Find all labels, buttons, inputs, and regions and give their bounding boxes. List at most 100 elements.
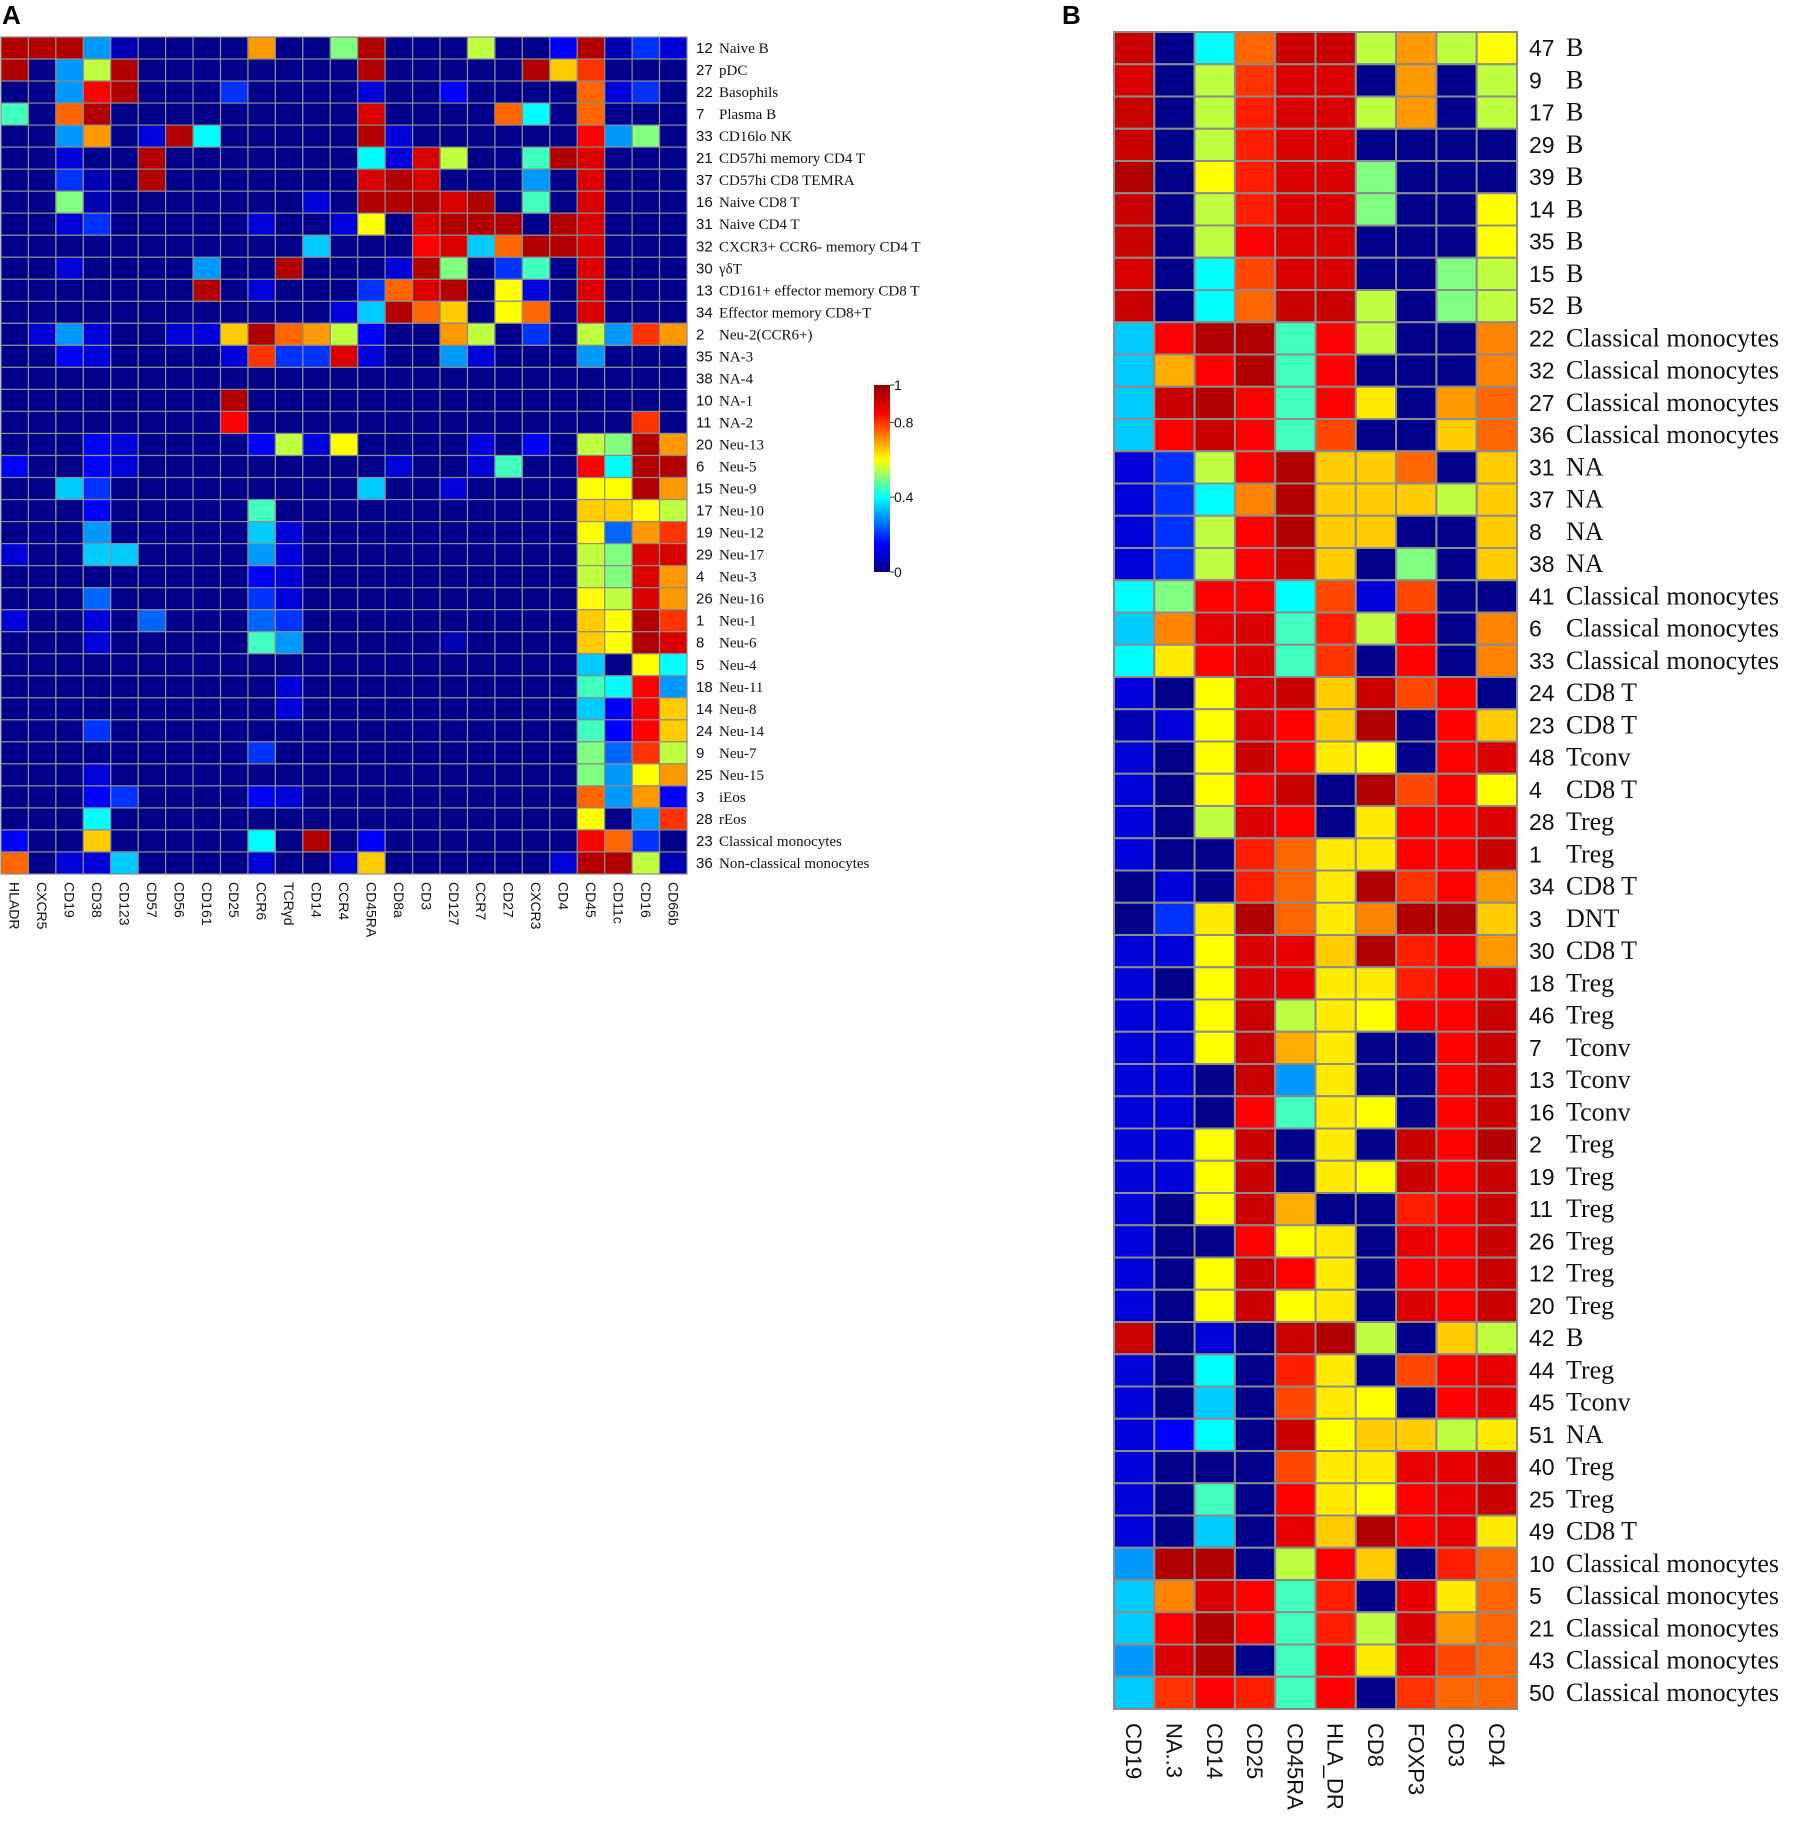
cell-b-18-cd45ra — [1274, 966, 1317, 1001]
cell-a-11-cd45 — [576, 410, 606, 435]
cell-a-17-cd45ra — [357, 498, 386, 523]
cell-a-15-cd56 — [165, 476, 194, 501]
row-cluster-id: 27 — [1529, 390, 1555, 416]
cell-b-39-cd14 — [1193, 160, 1236, 195]
cell-b-48-hla-dr — [1314, 740, 1357, 775]
cell-a-3-cd19 — [55, 785, 84, 809]
row-cluster-id: 37 — [696, 172, 713, 189]
cell-b-24-foxp3 — [1395, 676, 1438, 711]
cell-a-5-ccr4 — [329, 653, 359, 677]
cell-b-36-cd14 — [1193, 418, 1236, 453]
cell-b-11-na-3 — [1153, 1192, 1196, 1227]
column-label-cd38: CD38 — [89, 882, 105, 918]
cell-a-23-cd4 — [549, 829, 578, 853]
cell-a-15-cd127 — [439, 476, 469, 501]
cell-a-24-ccr6 — [247, 719, 277, 743]
cell-b-32-cd4 — [1475, 353, 1518, 388]
cell-b-15-na-3 — [1153, 256, 1196, 291]
column-label-cd45: CD45 — [583, 882, 599, 918]
cell-a-8-cd57 — [137, 631, 167, 655]
cell-b-35-hla-dr — [1314, 224, 1357, 259]
cell-a-14-cd161 — [192, 697, 222, 721]
cell-a-12-cd57 — [137, 36, 167, 60]
cell-a-36-ccr4 — [329, 851, 359, 875]
cell-b-38-hla-dr — [1314, 547, 1357, 582]
cell-a-33-cd45 — [576, 124, 606, 148]
row-label: NA-4 — [719, 371, 754, 387]
cell-a-34-tcr-d — [274, 300, 304, 324]
cell-a-31-cd8a — [384, 212, 414, 236]
cell-a-18-cd16 — [631, 675, 661, 699]
cell-a-38-ccr4 — [329, 366, 359, 391]
cell-a-20-cd16 — [631, 432, 661, 457]
cell-b-24-na-3 — [1153, 676, 1196, 711]
legend-tick-label: 0.8 — [894, 414, 914, 430]
cell-a-32-ccr6 — [247, 234, 277, 258]
cell-b-19-cd8 — [1354, 1159, 1398, 1194]
panel-a-label: A — [2, 0, 21, 30]
cell-a-27-cd66b — [658, 58, 688, 82]
cell-a-27-cd127 — [439, 58, 469, 82]
cell-a-28-cd19 — [55, 807, 84, 831]
cell-b-43-na-3 — [1153, 1643, 1196, 1678]
cell-b-27-cd8 — [1354, 385, 1398, 420]
cell-b-6-hla-dr — [1314, 611, 1357, 646]
cell-b-22-cd45ra — [1274, 321, 1317, 356]
cell-a-30-cd57 — [137, 256, 167, 280]
cell-a-1-cxcr5 — [27, 609, 57, 633]
cell-a-14-cd57 — [137, 697, 167, 721]
cell-a-37-cd38 — [82, 168, 112, 192]
cell-a-26-cd38 — [82, 587, 112, 611]
row-label: Classical monocytes — [1566, 1646, 1779, 1675]
cell-b-18-na-3 — [1153, 966, 1196, 1001]
row-cluster-id: 25 — [696, 767, 713, 784]
cell-a-26-hladr — [0, 587, 30, 611]
cell-b-33-cd4 — [1475, 643, 1518, 678]
cell-a-38-cd16 — [631, 366, 661, 391]
cell-a-10-cd123 — [110, 388, 139, 413]
cell-a-1-cd16 — [631, 609, 661, 633]
cell-b-26-cd45ra — [1274, 1224, 1317, 1259]
cell-b-35-na-3 — [1153, 224, 1196, 259]
cell-a-20-ccr6 — [247, 432, 277, 457]
cell-b-4-cd19 — [1113, 772, 1156, 807]
cell-a-5-cd3 — [412, 653, 441, 677]
cell-a-15-tcr-d — [274, 476, 304, 501]
cell-a-20-cd123 — [110, 432, 139, 457]
cell-b-24-cd4 — [1475, 676, 1518, 711]
cell-a-23-tcr-d — [274, 829, 304, 853]
cell-a-3-cd27 — [494, 785, 523, 809]
cell-b-23-cd14 — [1193, 708, 1236, 743]
cell-a-26-ccr6 — [247, 587, 277, 611]
color-legend: 10.80.40 — [874, 377, 914, 580]
cell-b-52-cd3 — [1435, 289, 1478, 324]
cell-a-19-ccr4 — [329, 520, 359, 545]
cell-a-36-cd27 — [494, 851, 523, 875]
legend-color-bar — [874, 385, 890, 572]
cell-a-31-cd161 — [192, 212, 222, 236]
cell-b-43-foxp3 — [1395, 1643, 1438, 1678]
cell-a-32-cd161 — [192, 234, 222, 258]
row-cluster-id: 14 — [1529, 196, 1555, 222]
cell-a-24-cd25 — [219, 719, 249, 743]
cell-a-19-cd14 — [302, 520, 331, 545]
cell-a-18-cxcr3 — [521, 675, 551, 699]
cell-b-8-cd8 — [1354, 514, 1398, 549]
cell-a-36-cd11c — [604, 851, 633, 875]
cell-b-41-hla-dr — [1314, 579, 1357, 614]
cell-a-27-cd25 — [219, 58, 249, 82]
cell-b-12-cd45ra — [1274, 1256, 1317, 1291]
cell-a-32-cxcr3 — [521, 234, 551, 258]
cell-a-21-cd127 — [439, 146, 469, 170]
cell-a-32-cd25 — [219, 234, 249, 258]
cell-b-41-cd3 — [1435, 579, 1478, 614]
cell-b-38-cd25 — [1233, 547, 1277, 582]
row-label: Tconv — [1566, 1033, 1631, 1062]
cell-a-28-cd123 — [110, 807, 139, 831]
cell-a-5-cd56 — [165, 653, 194, 677]
cell-a-3-cd45ra — [357, 785, 386, 809]
cell-b-44-cd45ra — [1274, 1353, 1317, 1388]
cell-b-50-cd25 — [1233, 1675, 1277, 1710]
cell-b-3-foxp3 — [1395, 901, 1438, 936]
cell-a-33-cxcr3 — [521, 124, 551, 148]
